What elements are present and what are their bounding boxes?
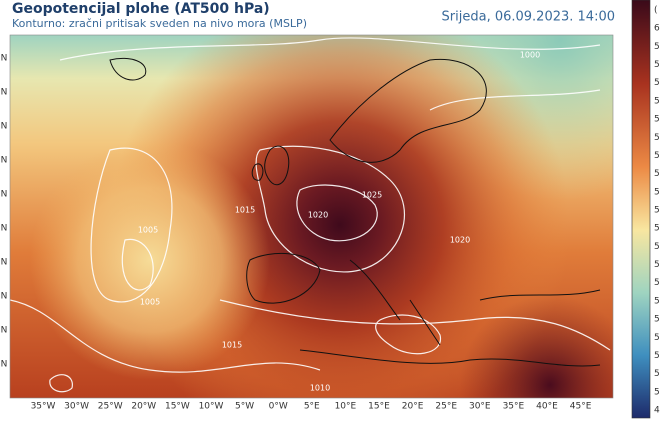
isobar-label: 1000 <box>520 51 540 60</box>
longitude-label: 5°E <box>304 402 320 412</box>
colorbar-label: 6 <box>654 24 660 34</box>
longitude-label: 10°W <box>199 402 224 412</box>
longitude-label: 15°E <box>368 402 390 412</box>
datetime: Srijeda, 06.09.2023. 14:00 <box>442 10 615 25</box>
colorbar-label: 5 <box>654 42 660 52</box>
longitude-label: 45°E <box>570 402 592 412</box>
isobar-label: 1020 <box>450 236 470 245</box>
map-frame <box>9 34 614 399</box>
colorbar-label: 5 <box>654 387 660 397</box>
colorbar-label: 5 <box>654 296 660 306</box>
colorbar-label: 5 <box>654 206 660 216</box>
colorbar-label: 5 <box>654 133 660 143</box>
colorbar <box>631 0 651 419</box>
latitude-label: N <box>1 292 8 302</box>
longitude-label: 35°E <box>503 402 525 412</box>
longitude-label: 30°W <box>64 402 89 412</box>
colorbar-label: 5 <box>654 151 660 161</box>
colorbar-label: 5 <box>654 242 660 252</box>
latitude-label: N <box>1 156 8 166</box>
colorbar-label: 5 <box>654 351 660 361</box>
latitude-label: N <box>1 54 8 64</box>
colorbar-label: 5 <box>654 169 660 179</box>
colorbar-label: 5 <box>654 333 660 343</box>
colorbar-label: 5 <box>654 224 660 234</box>
subtitle: Konturno: zračni pritisak sveden na nivo… <box>12 17 307 30</box>
colorbar-label: ( <box>654 6 658 16</box>
map-field <box>10 35 613 398</box>
isobar-label: 1005 <box>138 226 158 235</box>
longitude-label: 40°E <box>536 402 558 412</box>
colorbar-label: 5 <box>654 278 660 288</box>
longitude-label: 10°E <box>335 402 357 412</box>
longitude-label: 20°W <box>131 402 156 412</box>
colorbar-label: 5 <box>654 115 660 125</box>
longitude-label: 25°W <box>98 402 123 412</box>
latitude-label: N <box>1 190 8 200</box>
colorbar-label: 5 <box>654 260 660 270</box>
coastlines <box>109 57 601 367</box>
colorbar-label: 5 <box>654 96 660 106</box>
isobar-label: 1015 <box>235 206 255 215</box>
latitude-label: N <box>1 88 8 98</box>
colorbar-label: 5 <box>654 315 660 325</box>
longitude-label: 30°E <box>469 402 491 412</box>
title: Geopotencijal plohe (AT500 hPa) <box>12 1 270 17</box>
colorbar-label: 5 <box>654 78 660 88</box>
isobar-label: 1020 <box>308 211 328 220</box>
colorbar-label: 5 <box>654 60 660 70</box>
longitude-label: 25°E <box>435 402 457 412</box>
isobar-label: 1005 <box>140 298 160 307</box>
isobar-label: 1025 <box>362 191 382 200</box>
colorbar-label: 5 <box>654 369 660 379</box>
longitude-label: 15°W <box>165 402 190 412</box>
longitude-label: 20°E <box>402 402 424 412</box>
latitude-label: N <box>1 122 8 132</box>
colorbar-label: 4 <box>654 406 660 416</box>
colorbar-label: 5 <box>654 187 660 197</box>
latitude-label: N <box>1 360 8 370</box>
latitude-label: N <box>1 326 8 336</box>
isobar-label: 1010 <box>310 384 330 393</box>
latitude-label: N <box>1 258 8 268</box>
longitude-label: 0°W <box>269 402 288 412</box>
longitude-label: 35°W <box>31 402 56 412</box>
longitude-label: 5°W <box>235 402 254 412</box>
isobar-label: 1015 <box>222 341 242 350</box>
latitude-label: N <box>1 224 8 234</box>
